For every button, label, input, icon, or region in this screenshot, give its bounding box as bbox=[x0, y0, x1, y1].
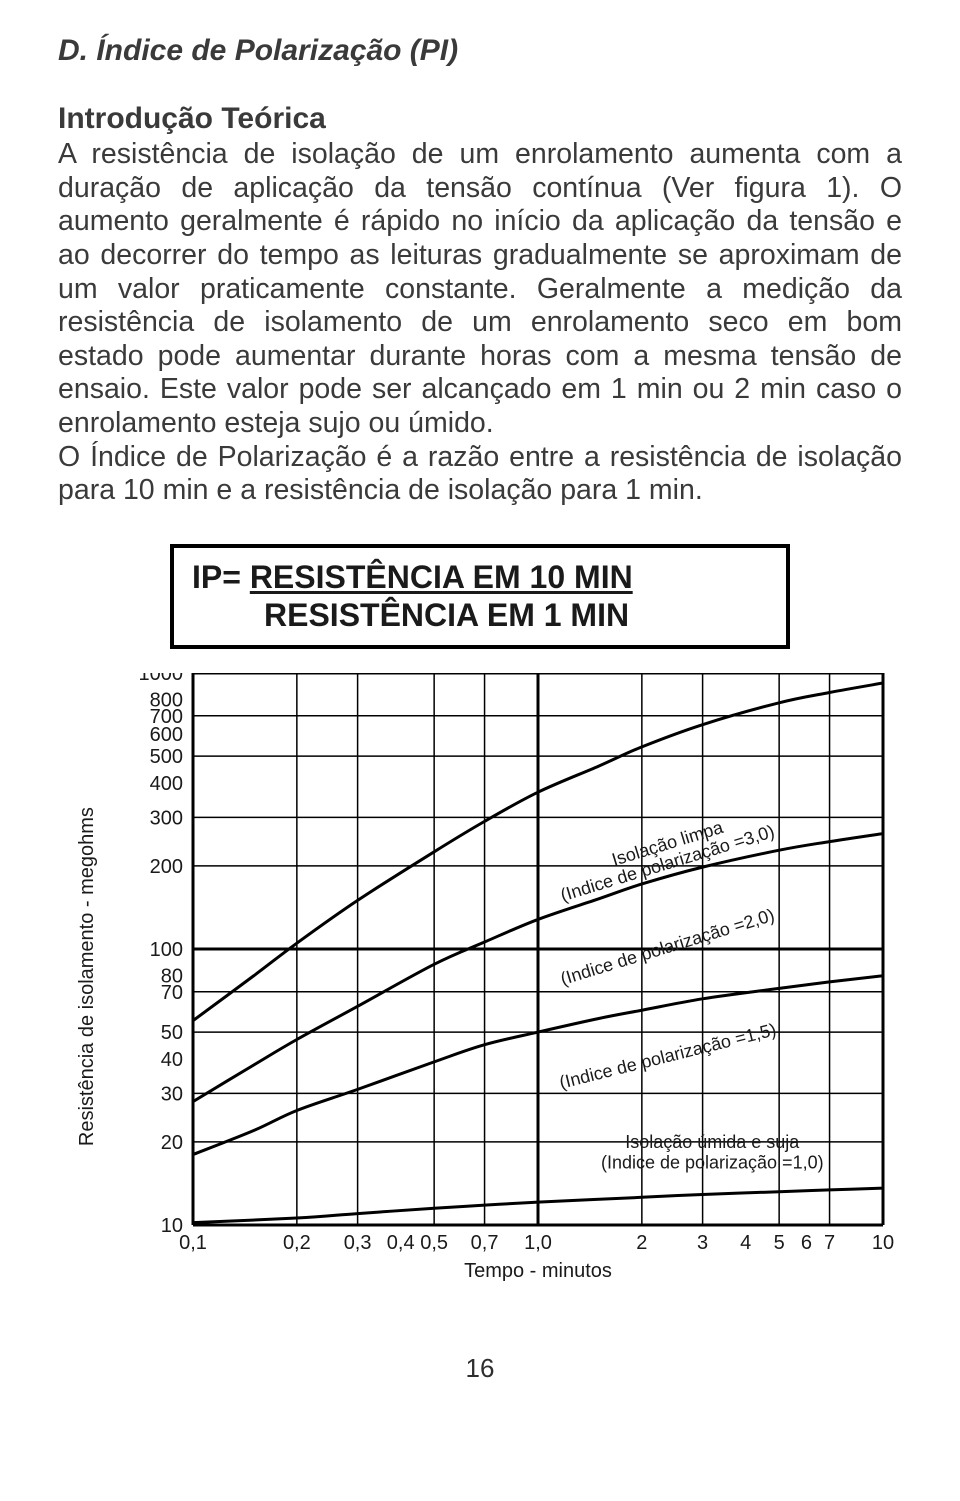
svg-text:(Indice de polarização =2,0): (Indice de polarização =2,0) bbox=[558, 904, 777, 988]
formula-numerator: RESISTÊNCIA EM 10 MIN bbox=[250, 559, 633, 595]
svg-text:10: 10 bbox=[161, 1215, 183, 1237]
svg-text:2: 2 bbox=[636, 1232, 647, 1254]
svg-text:1000: 1000 bbox=[139, 673, 184, 685]
svg-text:1,0: 1,0 bbox=[524, 1232, 552, 1254]
svg-text:6: 6 bbox=[801, 1232, 812, 1254]
svg-text:0,2: 0,2 bbox=[283, 1232, 311, 1254]
svg-text:5: 5 bbox=[774, 1232, 785, 1254]
svg-text:300: 300 bbox=[150, 807, 183, 829]
formula-denominator: RESISTÊNCIA EM 1 MIN bbox=[264, 597, 629, 633]
svg-text:0,1: 0,1 bbox=[179, 1232, 207, 1254]
page-number: 16 bbox=[58, 1353, 902, 1384]
svg-text:0,5: 0,5 bbox=[420, 1232, 448, 1254]
svg-text:80: 80 bbox=[161, 965, 183, 987]
svg-text:100: 100 bbox=[150, 939, 183, 961]
svg-text:4: 4 bbox=[740, 1232, 751, 1254]
subheading: Introdução Teórica bbox=[58, 102, 902, 136]
svg-text:200: 200 bbox=[150, 856, 183, 878]
svg-text:20: 20 bbox=[161, 1132, 183, 1154]
svg-text:0,3: 0,3 bbox=[344, 1232, 372, 1254]
svg-text:800: 800 bbox=[150, 689, 183, 711]
body-paragraph: A resistência de isolação de um enrolame… bbox=[58, 138, 902, 508]
svg-text:7: 7 bbox=[824, 1232, 835, 1254]
svg-text:3: 3 bbox=[697, 1232, 708, 1254]
svg-text:10: 10 bbox=[872, 1232, 894, 1254]
svg-text:(Indice de polarização =1,5): (Indice de polarização =1,5) bbox=[557, 1019, 778, 1092]
svg-text:Tempo - minutos: Tempo - minutos bbox=[464, 1260, 612, 1282]
svg-text:Resistência de isolamento - me: Resistência de isolamento - megohms bbox=[76, 807, 98, 1146]
section-title: D. Índice de Polarização (PI) bbox=[58, 34, 902, 68]
svg-text:50: 50 bbox=[161, 1022, 183, 1044]
svg-text:0,4: 0,4 bbox=[387, 1232, 415, 1254]
svg-text:Isolação úmida e suja: Isolação úmida e suja bbox=[625, 1132, 800, 1152]
svg-text:30: 30 bbox=[161, 1083, 183, 1105]
formula-box: IP= RESISTÊNCIA EM 10 MIN RESISTÊNCIA EM… bbox=[170, 544, 790, 649]
svg-text:500: 500 bbox=[150, 746, 183, 768]
polarization-index-chart: 0,10,20,30,40,50,71,02345671010203040507… bbox=[58, 673, 904, 1313]
svg-text:40: 40 bbox=[161, 1048, 183, 1070]
formula-prefix: IP= bbox=[192, 559, 250, 595]
svg-text:400: 400 bbox=[150, 772, 183, 794]
svg-text:0,7: 0,7 bbox=[471, 1232, 499, 1254]
svg-text:(Indice de polarização =1,0): (Indice de polarização =1,0) bbox=[601, 1152, 824, 1172]
